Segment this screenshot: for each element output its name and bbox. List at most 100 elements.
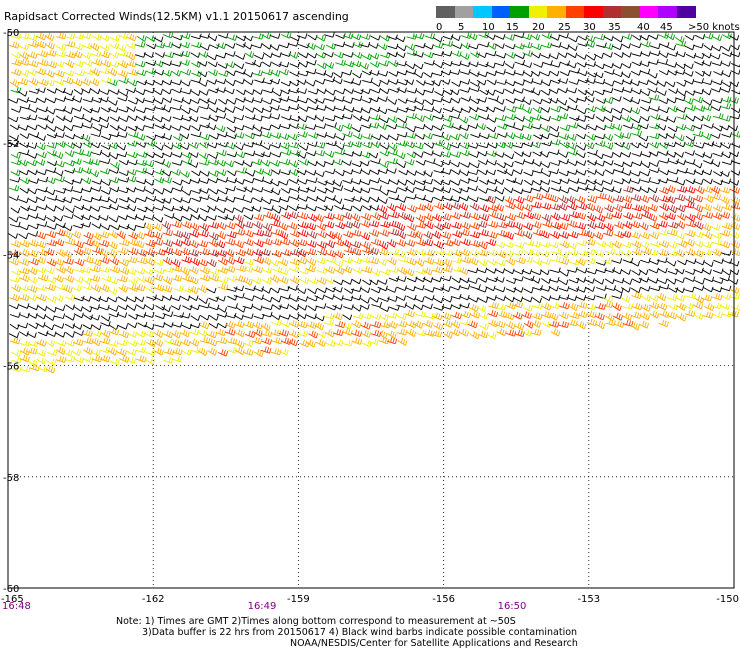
wind-barb bbox=[710, 223, 721, 231]
wind-barb bbox=[630, 117, 641, 124]
wind-barb bbox=[64, 133, 76, 140]
wind-barb bbox=[225, 61, 236, 69]
wind-barb bbox=[675, 159, 686, 166]
wind-barb bbox=[362, 133, 373, 140]
wind-barb bbox=[459, 170, 470, 177]
wind-barb bbox=[297, 196, 309, 202]
wind-barb bbox=[566, 195, 577, 204]
wind-barb bbox=[197, 61, 208, 67]
wind-barb bbox=[531, 269, 542, 276]
wind-barb bbox=[541, 140, 553, 147]
wind-barb bbox=[586, 318, 598, 327]
wind-barb bbox=[368, 220, 380, 228]
wind-barb bbox=[271, 228, 283, 236]
wind-barb bbox=[353, 88, 364, 95]
wind-barb bbox=[577, 89, 588, 96]
wind-barb bbox=[289, 62, 301, 68]
wind-barb bbox=[197, 258, 208, 267]
wind-barb bbox=[612, 63, 623, 69]
wind-barb bbox=[107, 296, 118, 303]
wind-barb bbox=[515, 256, 526, 265]
wind-barb bbox=[270, 123, 281, 130]
wind-barb bbox=[100, 144, 112, 150]
wind-barb bbox=[396, 285, 407, 291]
wind-barb bbox=[396, 230, 407, 240]
wind-barb bbox=[612, 312, 624, 321]
wind-barb bbox=[315, 105, 327, 111]
wind-barb bbox=[27, 285, 38, 293]
wind-barb bbox=[452, 43, 463, 50]
wind-barb bbox=[405, 126, 416, 133]
wind-barb bbox=[675, 107, 687, 113]
wind-barb bbox=[342, 221, 354, 229]
wind-barb bbox=[577, 229, 589, 237]
wind-barb bbox=[460, 162, 471, 168]
wind-barb bbox=[422, 178, 434, 185]
wind-barb bbox=[557, 52, 568, 58]
wind-barb bbox=[307, 88, 319, 95]
wind-barb bbox=[730, 69, 740, 75]
wind-barb bbox=[161, 79, 173, 86]
wind-barb bbox=[378, 60, 390, 67]
wind-barb bbox=[576, 170, 587, 176]
legend-swatch bbox=[454, 6, 474, 18]
wind-barb bbox=[299, 339, 310, 348]
wind-barb bbox=[424, 80, 435, 86]
wind-barb bbox=[541, 80, 552, 87]
wind-barb bbox=[109, 116, 120, 122]
wind-barb bbox=[108, 153, 119, 160]
wind-barb bbox=[549, 35, 561, 41]
wind-barb bbox=[162, 276, 173, 285]
wind-barb bbox=[451, 81, 462, 87]
wind-barb bbox=[197, 347, 208, 357]
wind-barb bbox=[80, 214, 91, 221]
wind-barb bbox=[252, 126, 263, 132]
wind-barb bbox=[90, 67, 101, 77]
wind-barb bbox=[665, 185, 676, 193]
wind-barb bbox=[91, 97, 103, 104]
wind-barb bbox=[65, 142, 76, 149]
wind-barb bbox=[197, 330, 208, 337]
wind-barb bbox=[387, 321, 398, 329]
wind-barb bbox=[116, 44, 126, 52]
wind-barb bbox=[494, 179, 505, 185]
wind-barb bbox=[729, 35, 740, 41]
wind-barb bbox=[567, 160, 578, 166]
wind-barb bbox=[36, 240, 47, 249]
wind-barb bbox=[116, 151, 128, 158]
wind-barb bbox=[630, 311, 642, 319]
wind-barb bbox=[233, 292, 245, 299]
wind-barb bbox=[640, 90, 651, 97]
longitude-label: -153 bbox=[577, 594, 600, 605]
wind-barb bbox=[665, 141, 677, 148]
wind-barb bbox=[251, 337, 263, 345]
wind-barb bbox=[558, 286, 570, 292]
wind-barb bbox=[404, 79, 415, 85]
wind-barb bbox=[549, 125, 560, 132]
wind-barb bbox=[289, 116, 301, 122]
wind-barb bbox=[109, 257, 120, 266]
wind-barb bbox=[324, 32, 335, 38]
wind-barb bbox=[711, 34, 723, 42]
wind-barb bbox=[226, 133, 237, 140]
wind-barb bbox=[604, 278, 615, 285]
wind-barb bbox=[170, 61, 182, 67]
wind-barb bbox=[216, 249, 228, 258]
wind-barb bbox=[657, 220, 668, 228]
wind-barb bbox=[641, 211, 652, 219]
wind-barb bbox=[270, 219, 281, 227]
wind-barb bbox=[729, 231, 740, 239]
wind-barb bbox=[317, 205, 328, 211]
wind-barb bbox=[171, 69, 182, 77]
wind-barb bbox=[405, 63, 416, 70]
wind-barb bbox=[377, 205, 388, 214]
wind-barb bbox=[440, 133, 451, 141]
wind-barb bbox=[513, 88, 524, 94]
wind-barb bbox=[199, 207, 211, 213]
wind-barb bbox=[217, 348, 229, 357]
wind-barb bbox=[440, 286, 451, 293]
wind-barb bbox=[225, 107, 236, 113]
wind-barb bbox=[694, 279, 705, 285]
wind-barb bbox=[530, 278, 541, 284]
wind-barb bbox=[674, 294, 686, 302]
